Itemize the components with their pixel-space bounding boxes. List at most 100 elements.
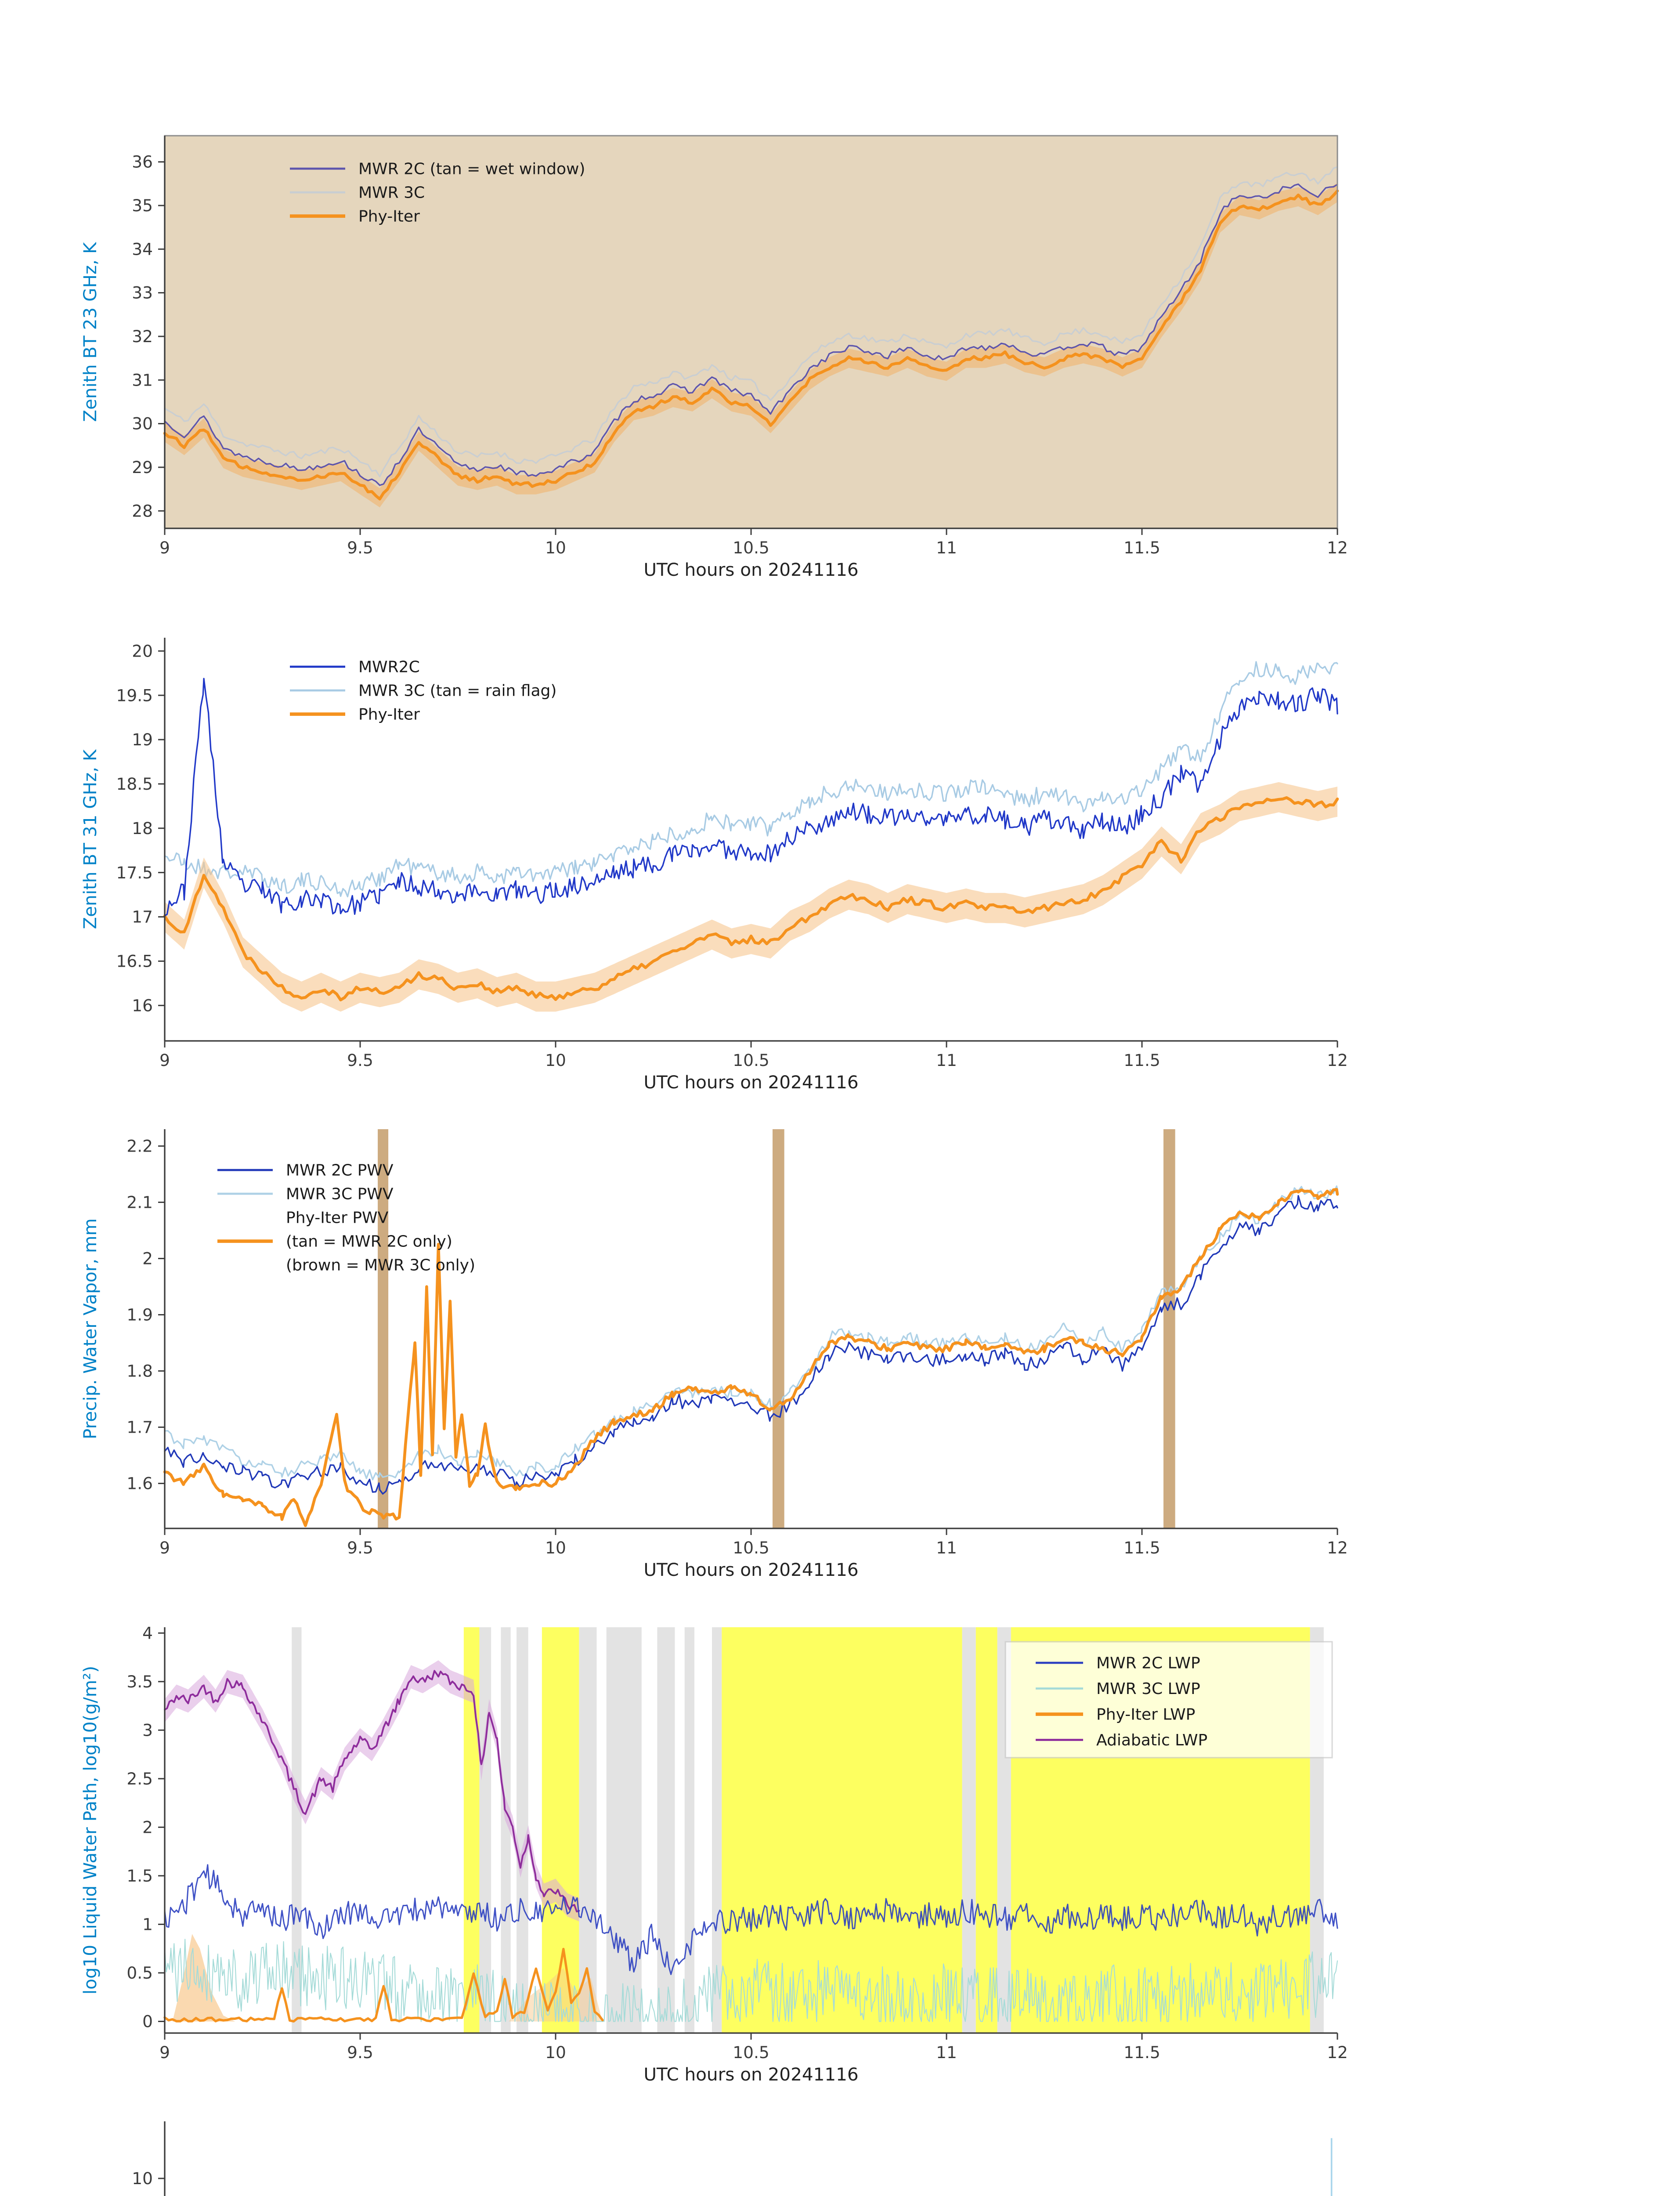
phy-lwp-uncertainty-area — [172, 1934, 235, 2022]
chart-bt23-background — [165, 136, 1337, 528]
legend-entry-label: MWR 3C PWV — [286, 1185, 394, 1203]
x-tick-label: 9.5 — [347, 1051, 373, 1070]
sensor-only-band — [772, 1129, 784, 1528]
y-tick-label: 32 — [132, 327, 153, 346]
chart-lwp-series-group — [163, 1660, 1338, 2023]
chart-pwv-series-group — [163, 1185, 1339, 1527]
y-tick-label: 2.1 — [126, 1193, 153, 1212]
mwr-3c-line — [164, 166, 1338, 477]
x-tick-label: 9.5 — [347, 2043, 373, 2062]
y-tick-label: 1.9 — [126, 1305, 153, 1325]
x-tick-label: 10.5 — [733, 1051, 769, 1070]
x-tick-label: 10 — [545, 1538, 566, 1557]
legend-entry-label: MWR 2C PWV — [286, 1162, 394, 1180]
flag-band — [579, 1627, 597, 2033]
legend-entry-label: MWR 3C (tan = rain flag) — [358, 682, 556, 700]
chart-pwv: 9 9.5 10 10.5 11 11.5 12 1.6 1.7 1.8 1.9 2 2.1 2.2 Pre… — [79, 1129, 1348, 1580]
y-tick-label: 17 — [132, 907, 153, 927]
x-axis-label: UTC hours on 20241116 — [643, 1072, 858, 1093]
x-tick-label: 10.5 — [733, 1538, 769, 1557]
mwr-3c-pwv-line — [164, 1185, 1338, 1481]
x-tick-label: 12 — [1327, 1538, 1348, 1557]
y-tick-label: 33 — [132, 283, 153, 303]
chart-bt23-ticks: 9 9.5 10 10.5 11 11.5 12 28 29 30 31 32 33 34 35 36 — [132, 152, 1348, 557]
mwr-2c-pwv-line — [164, 1195, 1338, 1495]
flag-band — [606, 1627, 642, 2033]
adiabatic-lwp-line — [164, 1670, 580, 1913]
legend-entry-label: Phy-Iter PWV — [286, 1209, 389, 1227]
y-tick-label: 20 — [132, 641, 153, 661]
legend-entry-label: (tan = MWR 2C only) — [286, 1233, 452, 1251]
legend-entry-label: MWR 3C LWP — [1096, 1680, 1200, 1698]
y-tick-label: 2 — [142, 1249, 153, 1268]
chart-bt31-ticks: 9 9.5 10 10.5 11 11.5 12 16 16.5 17 17.5 18 18.5 19 19… — [116, 641, 1348, 1070]
chart-lwp: 9 9.5 10 10.5 11 11.5 1200.511.522.533.54log10… — [79, 1623, 1348, 2085]
legend-box — [1004, 1641, 1333, 1759]
y-tick-label: 17.5 — [116, 863, 153, 882]
y-axis-label: log10 Liquid Water Path, log10(g/m²) — [79, 1666, 101, 1994]
phy-iter-line — [163, 189, 1339, 501]
chart-bt23: 9 9.5 10 10.5 11 11.5 12 28 29 30 31 32 33 34 35 36 Zeni… — [79, 135, 1348, 580]
flag-band — [479, 1627, 491, 2033]
y-tick-label: 34 — [132, 239, 153, 259]
legend-entry-label: MWR 2C LWP — [1096, 1654, 1200, 1672]
phy-iter-line — [163, 796, 1339, 1001]
x-tick-label: 10 — [545, 1051, 566, 1070]
y-tick-label: 18 — [132, 819, 153, 838]
y-axis-label: Precip. Water Vapor, mm — [79, 1218, 101, 1439]
x-tick-label: 11.5 — [1124, 538, 1160, 557]
legend-entry-label: (brown = MWR 3C only) — [286, 1257, 475, 1275]
x-tick-label: 12 — [1327, 538, 1348, 557]
x-tick-label: 9 — [159, 538, 170, 557]
x-tick-label: 10 — [545, 538, 566, 557]
y-tick-label: 1 — [142, 1915, 153, 1934]
sensor-only-band — [1163, 1129, 1175, 1528]
flag-band — [517, 1627, 528, 2033]
x-tick-label: 9.5 — [347, 538, 373, 557]
x-tick-label: 10.5 — [733, 2043, 769, 2062]
chart-pwv-ticks: 9 9.5 10 10.5 11 11.5 12 1.6 1.7 1.8 1.9 2 2.1 2.2 — [126, 1137, 1348, 1557]
mwr-2c-line — [164, 678, 1338, 917]
y-tick-label: 1.5 — [126, 1866, 153, 1885]
y-tick-label: 10 — [132, 2169, 153, 2188]
flag-band — [292, 1627, 302, 2033]
phy-iter-line-band — [165, 782, 1337, 1012]
y-tick-label: 35 — [132, 196, 153, 215]
flag-band — [722, 1627, 962, 2033]
x-tick-label: 11.5 — [1124, 1538, 1160, 1557]
x-tick-label: 11.5 — [1124, 2043, 1160, 2062]
y-tick-label: 36 — [132, 152, 153, 172]
legend-entry-label: Phy-Iter — [358, 706, 420, 724]
y-tick-label: 2 — [142, 1817, 153, 1837]
legend-entry-label: MWR 2C (tan = wet window) — [358, 160, 585, 178]
y-tick-label: 3 — [142, 1720, 153, 1740]
y-tick-label: 0.5 — [126, 1963, 153, 1983]
x-tick-label: 10 — [545, 2043, 566, 2062]
y-tick-label: 29 — [132, 458, 153, 477]
x-tick-label: 12 — [1327, 2043, 1348, 2062]
y-tick-label: 18.5 — [116, 774, 153, 794]
legend-entry-label: Phy-Iter — [358, 208, 420, 226]
y-tick-label: 19.5 — [116, 686, 153, 705]
y-tick-label: 1.7 — [126, 1418, 153, 1437]
chart-bt31-legend: MWR2C MWR 3C (tan = rain flag) Phy-Iter — [290, 658, 556, 724]
y-axis-label: Zenith BT 23 GHz, K — [79, 242, 101, 422]
mwr-3c-lwp-line — [164, 1939, 1338, 2022]
phy-iter-lwp-line — [163, 1947, 604, 2023]
sensor-only-band — [378, 1129, 389, 1528]
legend-entry-label: MWR2C — [358, 658, 420, 676]
chart-bt23-legend: MWR 2C (tan = wet window) MWR 3C Phy-Iter — [290, 160, 585, 226]
chart-bt31-series-group — [163, 661, 1339, 1012]
x-tick-label: 9 — [159, 2043, 170, 2062]
adiabatic-lwp-line-band — [165, 1660, 579, 1922]
flag-band — [684, 1627, 694, 2033]
x-tick-label: 9 — [159, 1051, 170, 1070]
y-tick-label: 28 — [132, 501, 153, 520]
mwr-2c-line — [164, 183, 1338, 486]
flag-band — [657, 1627, 675, 2033]
x-tick-label: 10.5 — [733, 538, 769, 557]
